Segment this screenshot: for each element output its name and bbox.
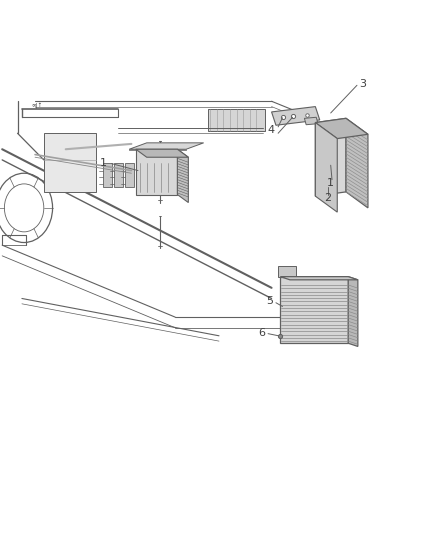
- Polygon shape: [348, 277, 358, 346]
- Bar: [319, 179, 323, 188]
- Polygon shape: [129, 143, 204, 149]
- Polygon shape: [280, 277, 348, 343]
- Bar: [337, 156, 342, 164]
- Polygon shape: [136, 149, 177, 195]
- Polygon shape: [208, 109, 265, 131]
- Bar: [325, 156, 329, 164]
- Bar: [319, 144, 323, 152]
- Bar: [319, 167, 323, 176]
- Polygon shape: [177, 149, 188, 203]
- Bar: [331, 144, 336, 152]
- Bar: [331, 156, 336, 164]
- Bar: [331, 167, 336, 176]
- Bar: [325, 179, 329, 188]
- Polygon shape: [125, 163, 134, 187]
- Polygon shape: [114, 163, 123, 187]
- Bar: [337, 179, 342, 188]
- Text: 2: 2: [324, 193, 331, 203]
- Text: 4: 4: [267, 125, 274, 134]
- Bar: [337, 167, 342, 176]
- Polygon shape: [103, 163, 112, 187]
- Polygon shape: [315, 123, 337, 212]
- Text: 3: 3: [359, 79, 366, 88]
- Bar: [319, 156, 323, 164]
- Polygon shape: [280, 277, 358, 280]
- Text: ∞|↑: ∞|↑: [32, 102, 43, 109]
- Polygon shape: [278, 266, 296, 277]
- Polygon shape: [129, 149, 186, 150]
- Text: 1: 1: [327, 178, 334, 188]
- Text: 5: 5: [266, 296, 273, 306]
- Bar: [325, 144, 329, 152]
- Polygon shape: [136, 149, 188, 157]
- Bar: [331, 179, 336, 188]
- Text: 1: 1: [100, 158, 107, 167]
- Polygon shape: [315, 118, 346, 196]
- Bar: [337, 144, 342, 152]
- Text: 6: 6: [258, 328, 265, 337]
- Polygon shape: [346, 118, 368, 208]
- Polygon shape: [272, 107, 320, 125]
- Polygon shape: [44, 133, 96, 192]
- Polygon shape: [315, 118, 368, 139]
- Polygon shape: [304, 117, 318, 125]
- Bar: [325, 167, 329, 176]
